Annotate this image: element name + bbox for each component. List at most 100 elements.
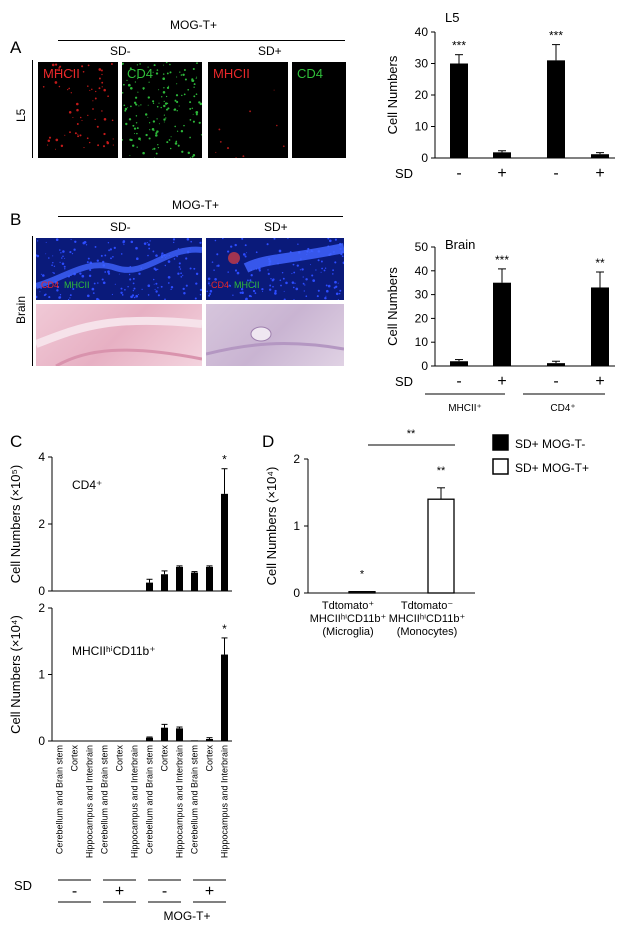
speckle [339,289,342,292]
speckle [200,134,202,136]
speckle [182,274,184,276]
overlay-cd4: CD4 [211,280,230,290]
speckle [146,241,148,244]
speckle [51,63,55,67]
speckle [183,291,186,295]
x-tick-label: (Microglia) [322,626,373,638]
speckle [157,287,159,289]
speckle [279,279,282,282]
speckle [124,107,128,111]
speckle [193,95,196,98]
speckle [136,146,138,148]
speckle [129,86,133,90]
speckle [133,127,137,130]
speckle [287,238,289,239]
speckle [325,289,329,293]
speckle [215,151,217,153]
speckle [47,139,51,143]
speckle [165,95,168,98]
speckle [216,253,219,256]
speckle [170,288,172,291]
significance-label: *** [452,39,466,53]
speckle [104,254,107,257]
speckle [114,283,116,285]
micrograph-brain-sdminus-fluor: CD4 MHCII [36,238,202,300]
speckle [54,81,58,84]
speckle [198,121,201,124]
speckle [60,144,64,148]
speckle [227,271,229,273]
bar [176,566,183,591]
speckle [92,100,94,102]
speckle [334,238,337,241]
speckle [304,284,306,286]
speckle [134,133,135,134]
speckle [311,274,314,277]
speckle [315,269,317,271]
speckle [176,76,178,78]
speckle [292,286,295,289]
speckle [163,118,166,121]
speckle [155,134,158,137]
speckle [219,141,222,143]
speckle [327,284,331,288]
speckle [136,132,138,135]
speckle [312,279,316,282]
speckle [154,157,156,158]
speckle [72,116,74,119]
speckle [82,241,86,245]
y-tick-label: 20 [415,88,429,102]
speckle [88,274,92,278]
speckle [52,271,54,274]
speckle [195,77,197,79]
y-tick-label: 40 [415,25,429,39]
speckle [52,255,54,257]
speckle [60,252,62,254]
speckle [276,124,278,127]
sd-sign: - [456,165,461,182]
speckle [76,102,79,106]
speckle [124,109,127,112]
speckle [166,72,169,75]
speckle [72,287,75,291]
speckle [162,73,165,75]
speckle [173,258,176,260]
speckle [189,101,192,104]
speckle [151,128,155,131]
micrograph-sdminus-cd4: CD4 [122,62,202,158]
speckle [167,282,170,284]
speckle [236,271,240,275]
speckle [102,281,106,285]
panel-b-label: B [10,210,22,229]
speckle [152,148,154,150]
speckle [93,282,96,285]
speckle [89,268,92,272]
y-tick-label: 1 [293,519,300,533]
speckle [294,282,296,284]
micrograph-sdplus-cd4: CD4 [292,62,346,158]
speckle [63,265,66,268]
y-tick-label: 30 [415,57,429,71]
speckle [81,65,84,68]
speckle [191,78,194,81]
y-axis-title: Cell Numbers [385,267,400,346]
speckle [273,238,276,240]
speckle [323,269,326,272]
speckle [198,101,201,104]
speckle [247,279,249,282]
speckle [170,136,172,138]
x-tick-label: Hippocampus and Interbrain [85,745,95,858]
stain-label-cd4: CD4 [127,66,154,81]
significance-label: * [222,453,227,467]
speckle [91,88,93,91]
speckle [158,123,160,125]
panel-b-group-label: MOG-T+ [172,198,219,212]
micrograph-noise [206,238,344,300]
speckle [241,291,244,294]
speckle [234,243,237,247]
speckle [113,246,116,250]
significance-label: ** [595,256,605,270]
micrograph-noise [215,89,285,158]
speckle [180,74,183,76]
speckle [242,253,246,256]
